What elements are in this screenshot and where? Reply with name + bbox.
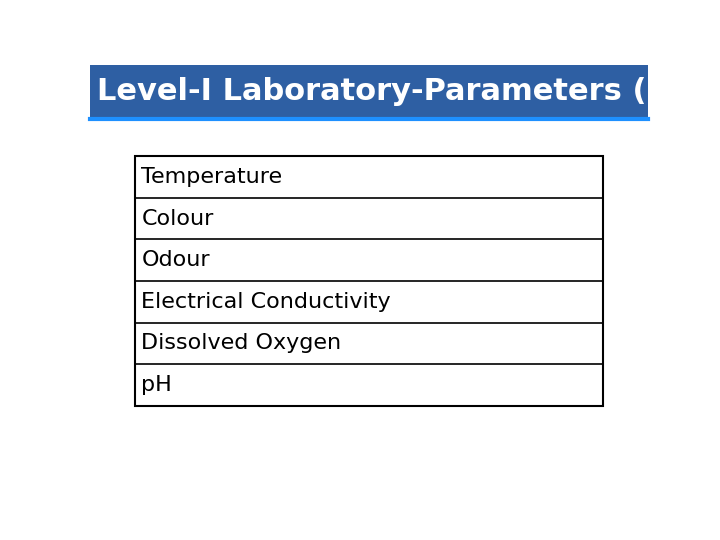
Text: Colour: Colour <box>141 208 214 228</box>
Text: Level-I Laboratory-Parameters (6): Level-I Laboratory-Parameters (6) <box>96 77 681 106</box>
Text: pH: pH <box>141 375 172 395</box>
Text: Temperature: Temperature <box>141 167 282 187</box>
Text: Dissolved Oxygen: Dissolved Oxygen <box>141 333 341 353</box>
Text: Electrical Conductivity: Electrical Conductivity <box>141 292 391 312</box>
Text: Odour: Odour <box>141 250 210 270</box>
FancyBboxPatch shape <box>90 65 648 119</box>
